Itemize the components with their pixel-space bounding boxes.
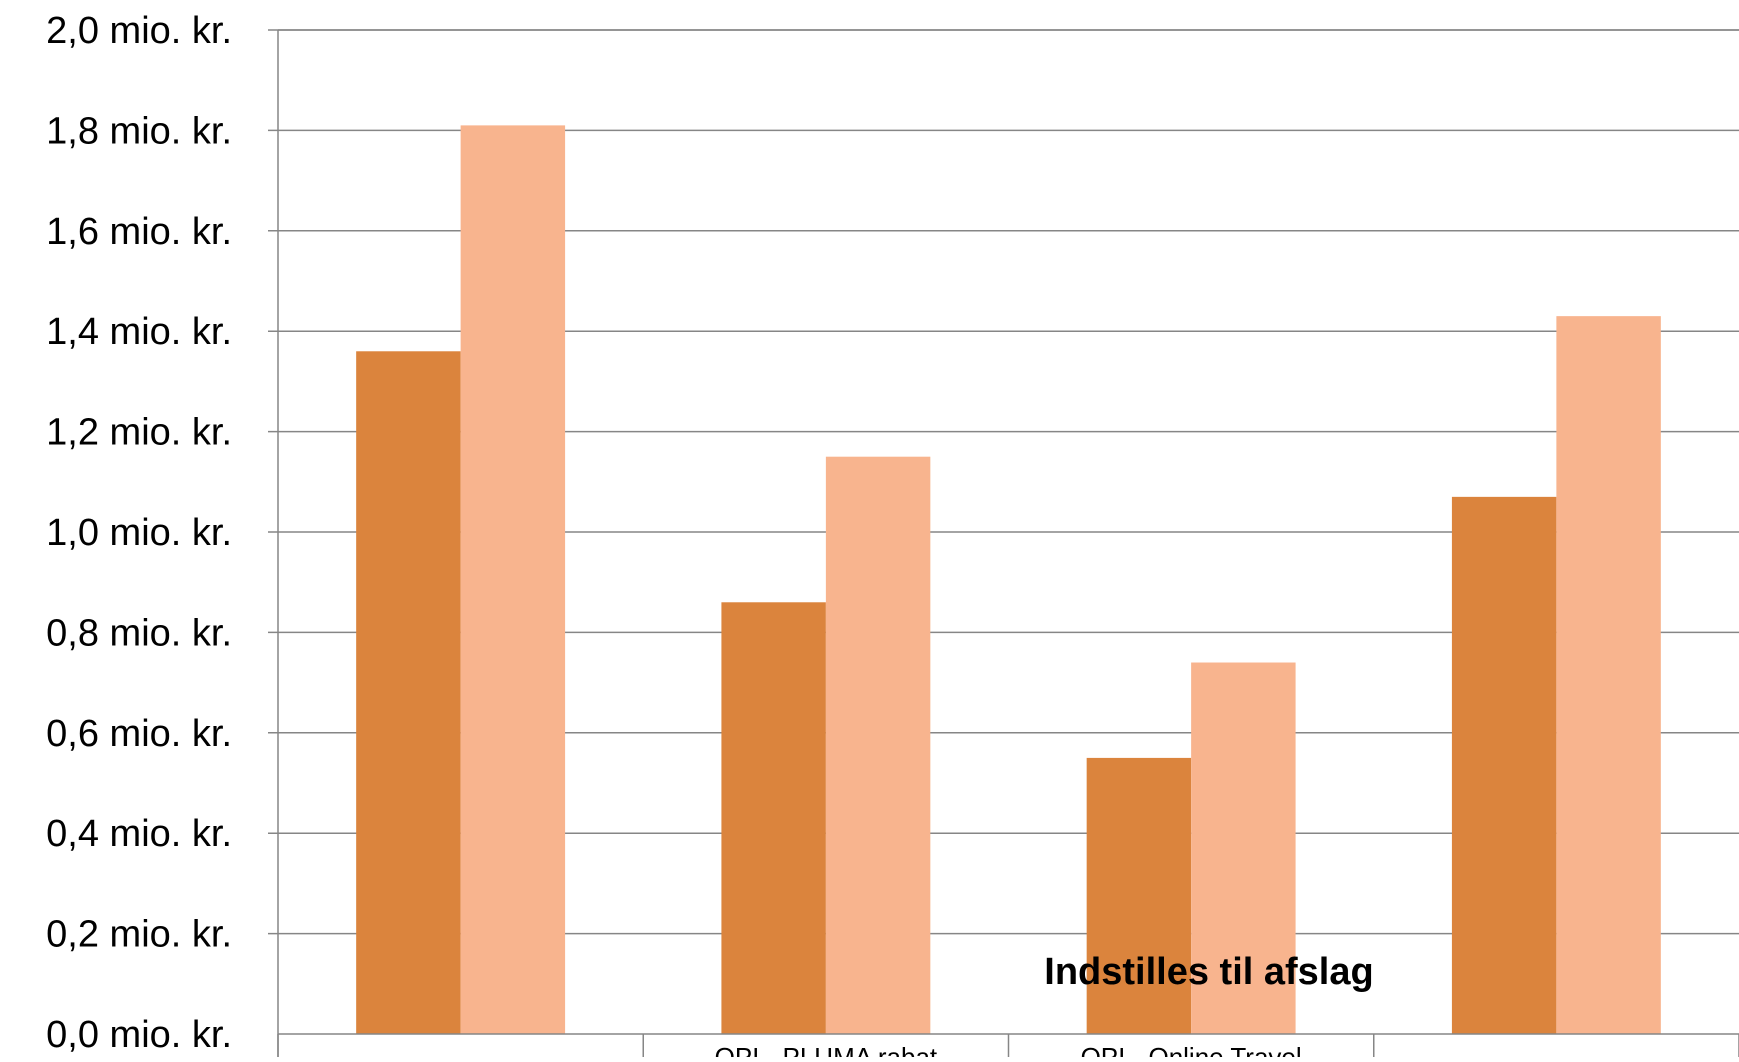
bar: [1191, 662, 1296, 1034]
axis-layer: [277, 29, 1739, 1057]
y-tick-label: 0,0 mio. kr.: [46, 1014, 232, 1056]
y-tick-label: 0,8 mio. kr.: [46, 612, 232, 654]
chart-annotation: Indstilles til afslag: [1044, 951, 1373, 993]
y-tick-label: 0,6 mio. kr.: [46, 713, 232, 755]
y-tick-label: 0,2 mio. kr.: [46, 914, 232, 956]
y-tick-label: 2,0 mio. kr.: [46, 10, 232, 52]
bar: [1086, 757, 1192, 1034]
bar: [460, 125, 566, 1034]
y-tick-label: 1,4 mio. kr.: [46, 311, 232, 353]
bar: [356, 351, 461, 1034]
y-tick-label: 0,4 mio. kr.: [46, 813, 232, 855]
x-tick-label: OPI - PLUMA rabat: [715, 1042, 938, 1057]
y-tick-label: 1,0 mio. kr.: [46, 512, 232, 554]
bar: [825, 456, 931, 1034]
y-tick-label: 1,6 mio. kr.: [46, 211, 232, 253]
bar: [721, 602, 826, 1034]
y-tick-label: 1,2 mio. kr.: [46, 412, 232, 454]
y-tick-label: 1,8 mio. kr.: [46, 110, 232, 152]
label-layer: 0,0 mio. kr. 0,2 mio. kr. 0,4 mio. kr. 0,6 …: [46, 10, 1374, 1062]
x-tick-label: OPI - Online Travel: [1081, 1042, 1302, 1057]
bar: [1451, 496, 1557, 1034]
bar: [1556, 316, 1661, 1034]
bar-layer: [356, 125, 1661, 1034]
